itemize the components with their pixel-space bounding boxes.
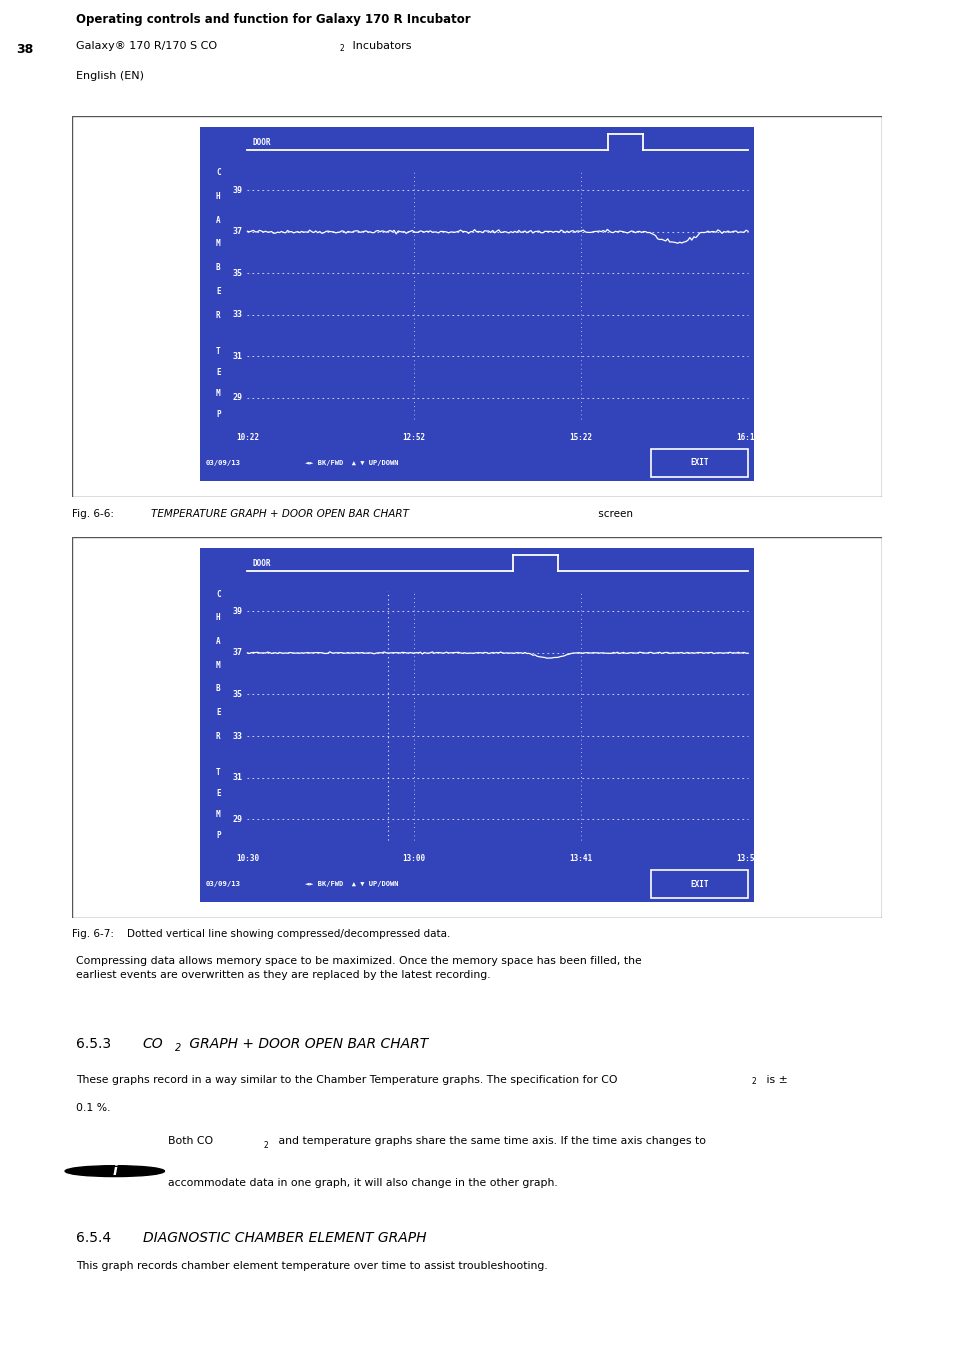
Text: 6.5.3: 6.5.3 bbox=[76, 1037, 112, 1050]
Text: Fig. 6-7:    Dotted vertical line showing compressed/decompressed data.: Fig. 6-7: Dotted vertical line showing c… bbox=[71, 929, 450, 940]
Text: 03/09/13: 03/09/13 bbox=[206, 460, 240, 466]
Text: 13:41: 13:41 bbox=[569, 855, 592, 863]
Text: This graph records chamber element temperature over time to assist troubleshooti: This graph records chamber element tempe… bbox=[76, 1261, 547, 1270]
Text: C: C bbox=[215, 590, 220, 598]
Text: CO: CO bbox=[143, 1037, 163, 1050]
Text: EXIT: EXIT bbox=[690, 459, 708, 467]
Text: E: E bbox=[215, 707, 220, 717]
Text: A: A bbox=[215, 216, 220, 224]
Text: is ±: is ± bbox=[762, 1075, 787, 1084]
Text: Incubators: Incubators bbox=[349, 40, 412, 51]
Text: E: E bbox=[215, 286, 220, 296]
Text: T: T bbox=[215, 768, 220, 776]
Text: R: R bbox=[215, 732, 220, 741]
FancyBboxPatch shape bbox=[200, 868, 753, 900]
Text: 13:00: 13:00 bbox=[402, 855, 425, 863]
Text: A: A bbox=[215, 637, 220, 645]
Text: M: M bbox=[215, 239, 220, 248]
Text: 35: 35 bbox=[233, 269, 243, 278]
Text: DOOR: DOOR bbox=[253, 138, 271, 147]
Text: 35: 35 bbox=[233, 690, 243, 699]
Text: TEMPERATURE GRAPH + DOOR OPEN BAR CHART: TEMPERATURE GRAPH + DOOR OPEN BAR CHART bbox=[151, 509, 409, 520]
Text: DIAGNOSTIC CHAMBER ELEMENT GRAPH: DIAGNOSTIC CHAMBER ELEMENT GRAPH bbox=[143, 1231, 426, 1245]
Text: 33: 33 bbox=[233, 732, 243, 741]
Text: 29: 29 bbox=[233, 393, 243, 402]
Text: Compressing data allows memory space to be maximized. Once the memory space has : Compressing data allows memory space to … bbox=[76, 956, 641, 980]
FancyBboxPatch shape bbox=[651, 448, 747, 477]
Text: 31: 31 bbox=[233, 352, 243, 360]
Text: 38: 38 bbox=[16, 43, 33, 57]
Text: and temperature graphs share the same time axis. If the time axis changes to: and temperature graphs share the same ti… bbox=[274, 1137, 705, 1146]
FancyBboxPatch shape bbox=[651, 869, 747, 898]
FancyBboxPatch shape bbox=[200, 127, 753, 481]
Text: B: B bbox=[215, 263, 220, 273]
Text: M: M bbox=[215, 660, 220, 670]
Text: M: M bbox=[215, 389, 220, 398]
Text: Galaxy® 170 R/170 S CO: Galaxy® 170 R/170 S CO bbox=[76, 40, 217, 51]
Text: 15:22: 15:22 bbox=[569, 433, 592, 441]
Circle shape bbox=[65, 1165, 164, 1177]
Text: screen: screen bbox=[594, 509, 632, 520]
Text: English (EN): English (EN) bbox=[76, 70, 144, 81]
Text: DOOR: DOOR bbox=[253, 559, 271, 568]
Text: E: E bbox=[215, 788, 220, 798]
Text: P: P bbox=[215, 410, 220, 420]
Text: EXIT: EXIT bbox=[690, 880, 708, 888]
FancyBboxPatch shape bbox=[200, 548, 753, 902]
Text: T: T bbox=[215, 347, 220, 355]
Text: H: H bbox=[215, 613, 220, 622]
Text: GRAPH + DOOR OPEN BAR CHART: GRAPH + DOOR OPEN BAR CHART bbox=[184, 1037, 427, 1050]
Text: ◄► BK/FWD  ▲ ▼ UP/DOWN: ◄► BK/FWD ▲ ▼ UP/DOWN bbox=[305, 882, 398, 887]
Text: 29: 29 bbox=[233, 814, 243, 824]
Text: 2: 2 bbox=[751, 1077, 756, 1085]
Text: P: P bbox=[215, 832, 220, 841]
Text: 16:18: 16:18 bbox=[736, 433, 759, 441]
Text: H: H bbox=[215, 192, 220, 201]
Text: 03/09/13: 03/09/13 bbox=[206, 882, 240, 887]
Text: 2: 2 bbox=[264, 1141, 269, 1150]
Text: 39: 39 bbox=[233, 606, 243, 616]
Text: 10:22: 10:22 bbox=[235, 433, 258, 441]
Text: Operating controls and function for Galaxy 170 R Incubator: Operating controls and function for Gala… bbox=[76, 14, 471, 27]
Text: These graphs record in a way similar to the Chamber Temperature graphs. The spec: These graphs record in a way similar to … bbox=[76, 1075, 618, 1084]
Text: 39: 39 bbox=[233, 185, 243, 194]
Text: Both CO: Both CO bbox=[169, 1137, 213, 1146]
Text: 33: 33 bbox=[233, 310, 243, 320]
Text: 2: 2 bbox=[339, 45, 344, 53]
Text: 2: 2 bbox=[174, 1044, 181, 1053]
Text: ◄► BK/FWD  ▲ ▼ UP/DOWN: ◄► BK/FWD ▲ ▼ UP/DOWN bbox=[305, 460, 398, 466]
Text: 13:56: 13:56 bbox=[736, 855, 759, 863]
Text: E: E bbox=[215, 367, 220, 377]
Text: 6.5.4: 6.5.4 bbox=[76, 1231, 112, 1245]
Text: i: i bbox=[112, 1164, 117, 1179]
Text: C: C bbox=[215, 169, 220, 177]
Text: 37: 37 bbox=[233, 648, 243, 657]
FancyBboxPatch shape bbox=[71, 116, 882, 497]
Text: 37: 37 bbox=[233, 227, 243, 236]
Text: R: R bbox=[215, 310, 220, 320]
Text: accommodate data in one graph, it will also change in the other graph.: accommodate data in one graph, it will a… bbox=[169, 1179, 558, 1188]
Text: M: M bbox=[215, 810, 220, 819]
Text: 31: 31 bbox=[233, 774, 243, 782]
Text: 10:30: 10:30 bbox=[235, 855, 258, 863]
Text: 12:52: 12:52 bbox=[402, 433, 425, 441]
FancyBboxPatch shape bbox=[71, 537, 882, 918]
FancyBboxPatch shape bbox=[200, 447, 753, 479]
Text: Fig. 6-6:: Fig. 6-6: bbox=[71, 509, 123, 520]
Text: 0.1 %.: 0.1 %. bbox=[76, 1103, 111, 1112]
Text: B: B bbox=[215, 684, 220, 694]
